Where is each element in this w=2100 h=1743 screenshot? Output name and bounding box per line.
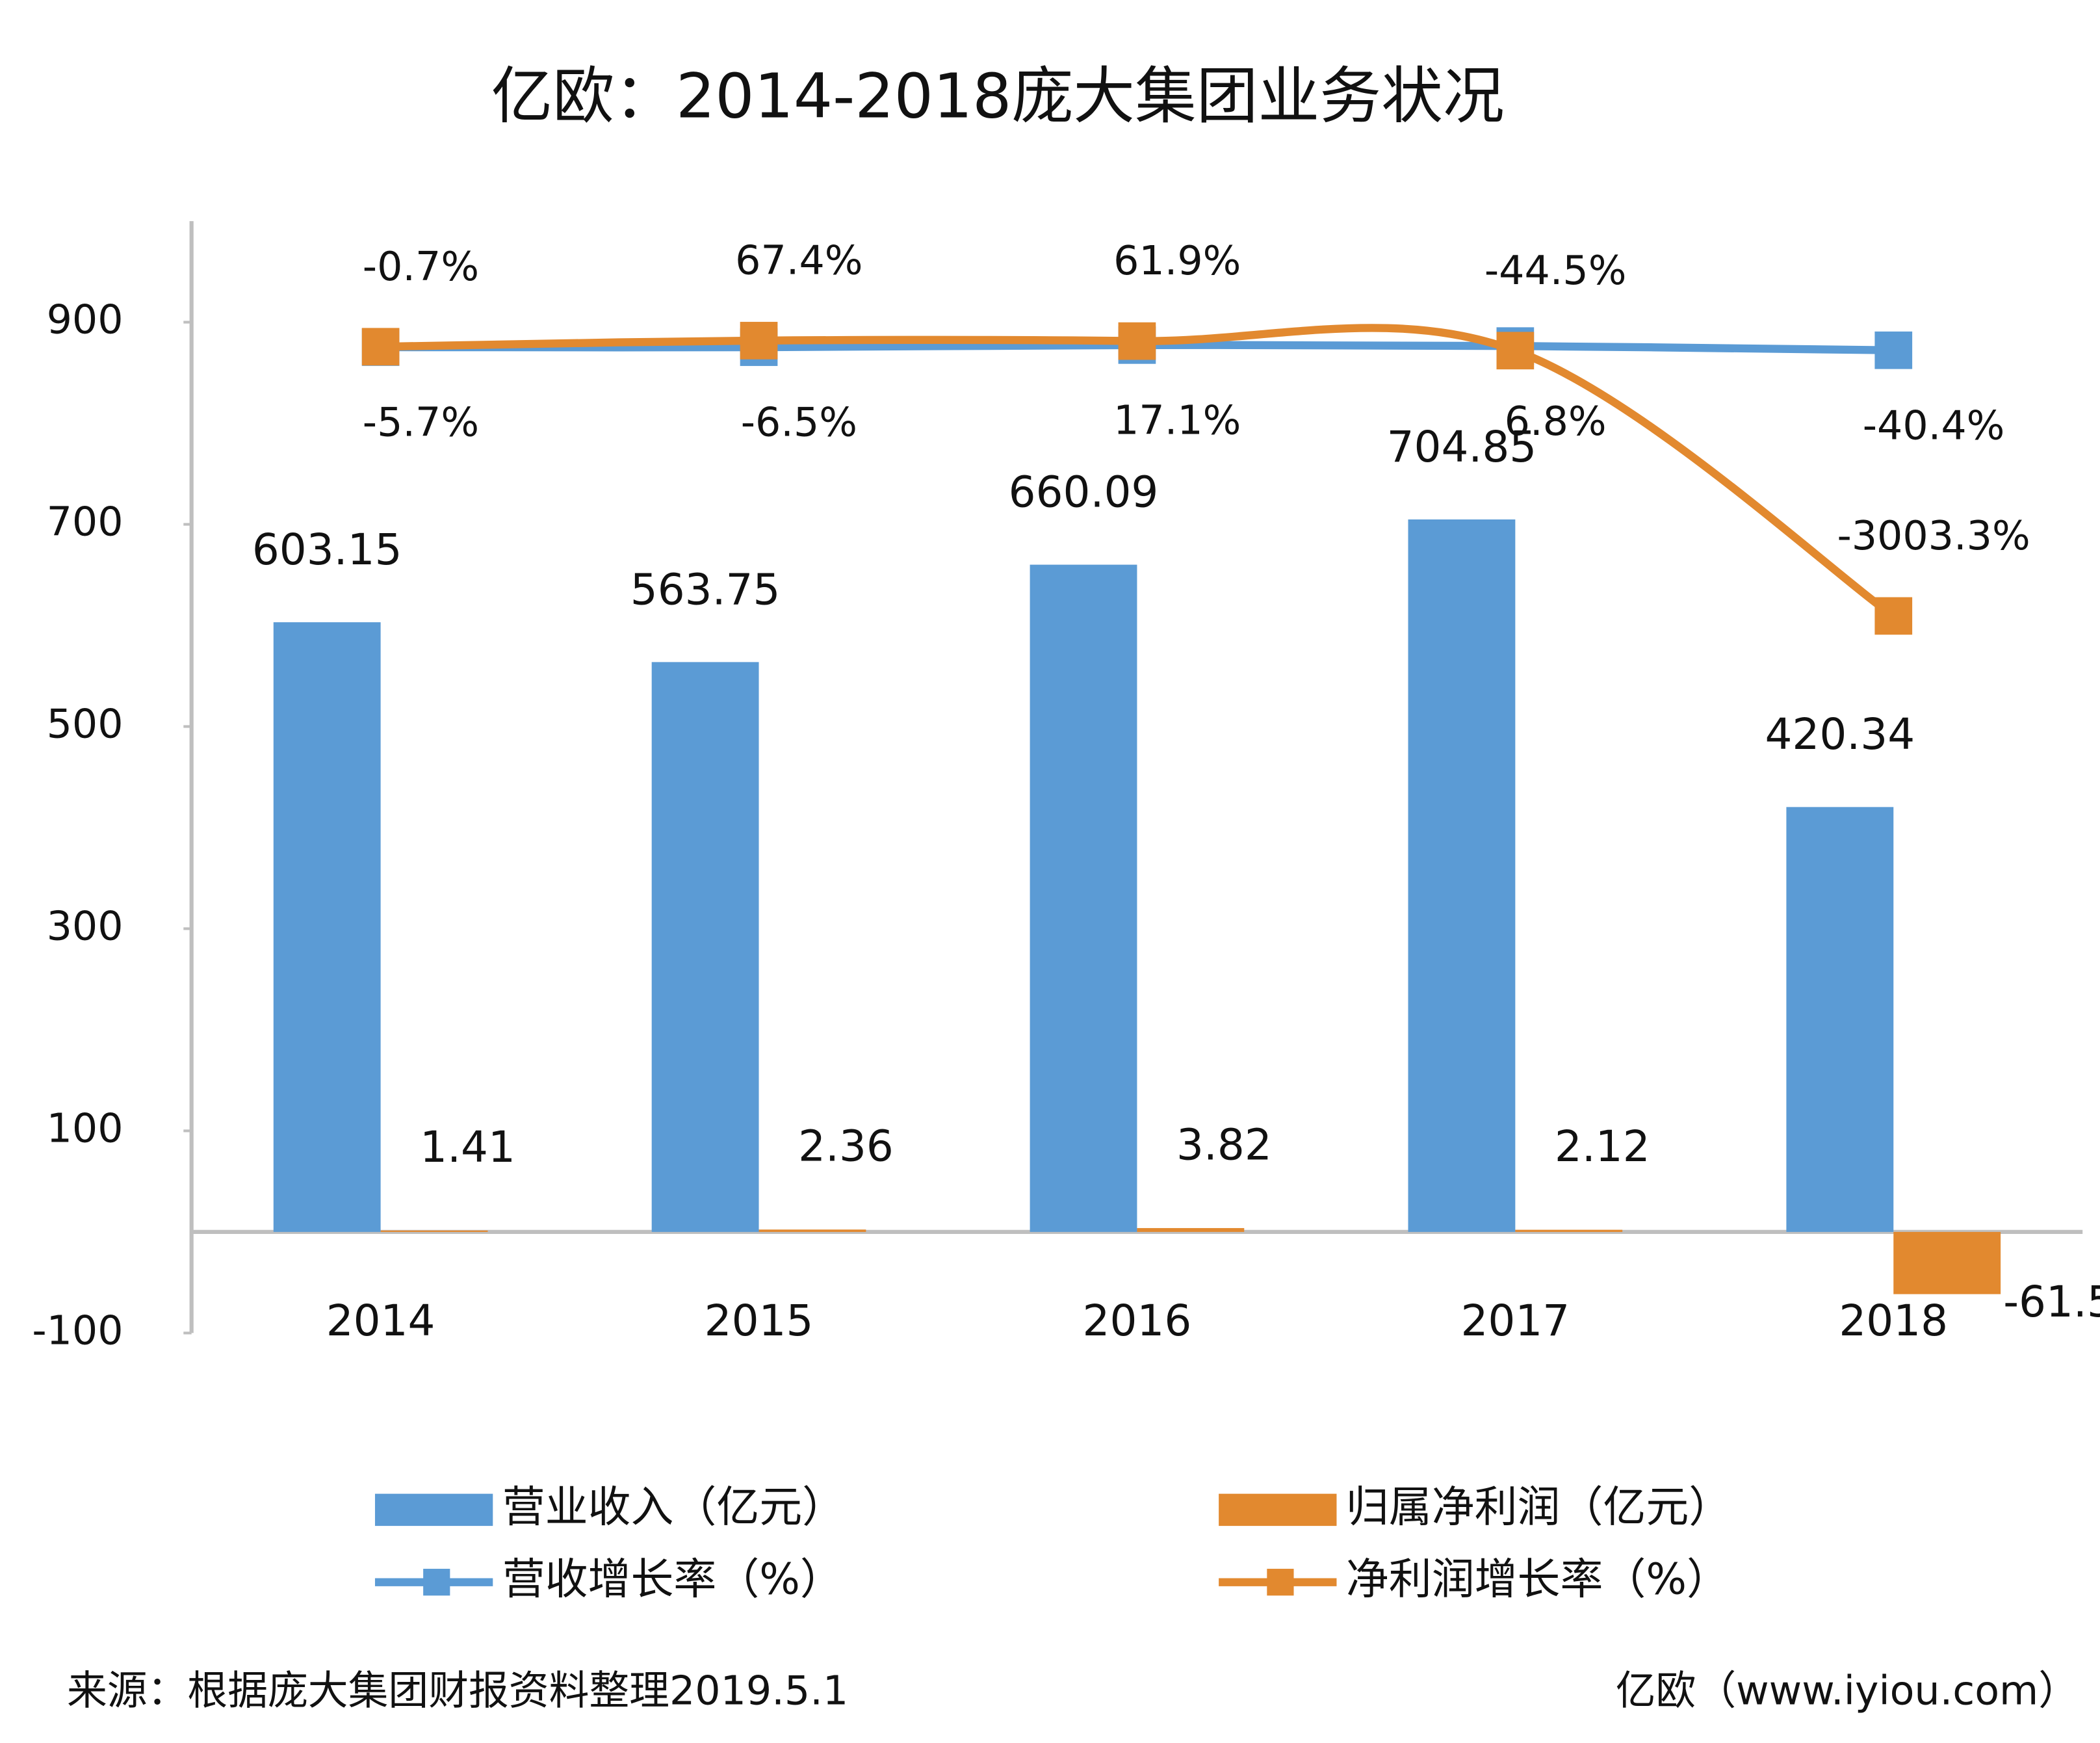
x-tick-label: 2017 bbox=[1460, 1296, 1570, 1346]
legend-swatch bbox=[374, 1493, 493, 1527]
data-label: 603.15 bbox=[252, 525, 402, 575]
data-label: 67.4% bbox=[735, 237, 862, 283]
data-label: -6.5% bbox=[741, 399, 857, 446]
y-tick-label: -100 bbox=[32, 1307, 123, 1354]
legend-label: 营业收入（亿元） bbox=[502, 1482, 845, 1532]
bar bbox=[1893, 1231, 2001, 1294]
y-tick-label: 300 bbox=[47, 903, 123, 950]
data-label: -44.5% bbox=[1484, 247, 1627, 294]
bar bbox=[1515, 1229, 1623, 1232]
legend-swatch bbox=[1219, 1493, 1337, 1527]
data-label: -5.7% bbox=[363, 399, 479, 446]
data-label: 17.1% bbox=[1113, 397, 1241, 443]
bar bbox=[758, 1229, 866, 1232]
data-label: 660.09 bbox=[1009, 467, 1159, 517]
line-marker bbox=[1496, 332, 1535, 370]
bar bbox=[1137, 1227, 1245, 1232]
data-label: -40.4% bbox=[1863, 402, 2005, 449]
y-tick-label: 100 bbox=[47, 1105, 123, 1151]
bar bbox=[1786, 807, 1894, 1232]
x-tick-label: 2016 bbox=[1083, 1296, 1192, 1346]
legend-swatch bbox=[1267, 1569, 1294, 1596]
source-note: 来源：根据庞大集团财报资料整理2019.5.1 bbox=[67, 1668, 848, 1714]
x-tick-label: 2018 bbox=[1839, 1296, 1948, 1346]
bar bbox=[1408, 519, 1516, 1232]
bar bbox=[380, 1230, 488, 1232]
data-label: 420.34 bbox=[1765, 709, 1915, 759]
y-tick-label: 900 bbox=[47, 296, 123, 343]
data-label: 3.82 bbox=[1176, 1120, 1272, 1170]
data-label: 61.9% bbox=[1113, 237, 1241, 284]
data-label: 1.41 bbox=[420, 1122, 515, 1172]
legend-label: 归属净利润（亿元） bbox=[1346, 1482, 1731, 1532]
line-marker bbox=[740, 322, 778, 360]
y-tick-label: 500 bbox=[47, 701, 123, 748]
line-marker bbox=[361, 328, 400, 366]
line-marker bbox=[1118, 322, 1156, 360]
bar bbox=[651, 662, 759, 1232]
x-tick-label: 2014 bbox=[326, 1296, 435, 1346]
credit-note: 亿欧（www.iyiou.com） bbox=[1616, 1668, 2079, 1714]
y-tick-label: 700 bbox=[47, 499, 123, 545]
data-label: 6.8% bbox=[1505, 398, 1607, 445]
data-label: 2.36 bbox=[798, 1121, 894, 1172]
data-label: -61.55 bbox=[2003, 1277, 2100, 1327]
line-marker bbox=[1874, 331, 1913, 369]
data-label: 2.12 bbox=[1555, 1121, 1650, 1172]
bar bbox=[273, 622, 381, 1232]
data-label: -3003.3% bbox=[1837, 512, 2030, 559]
line-marker bbox=[1874, 597, 1913, 635]
data-label: -0.7% bbox=[363, 243, 479, 290]
data-label: 704.85 bbox=[1387, 422, 1537, 472]
legend-label: 营收增长率（%） bbox=[502, 1554, 843, 1605]
data-label: 563.75 bbox=[630, 564, 781, 614]
chart-title: 亿欧：2014-2018庞大集团业务状况 bbox=[491, 61, 1505, 133]
x-tick-label: 2015 bbox=[705, 1296, 814, 1346]
legend-label: 净利润增长率（%） bbox=[1346, 1554, 1730, 1605]
bar bbox=[1030, 564, 1137, 1232]
legend-swatch bbox=[423, 1569, 450, 1596]
